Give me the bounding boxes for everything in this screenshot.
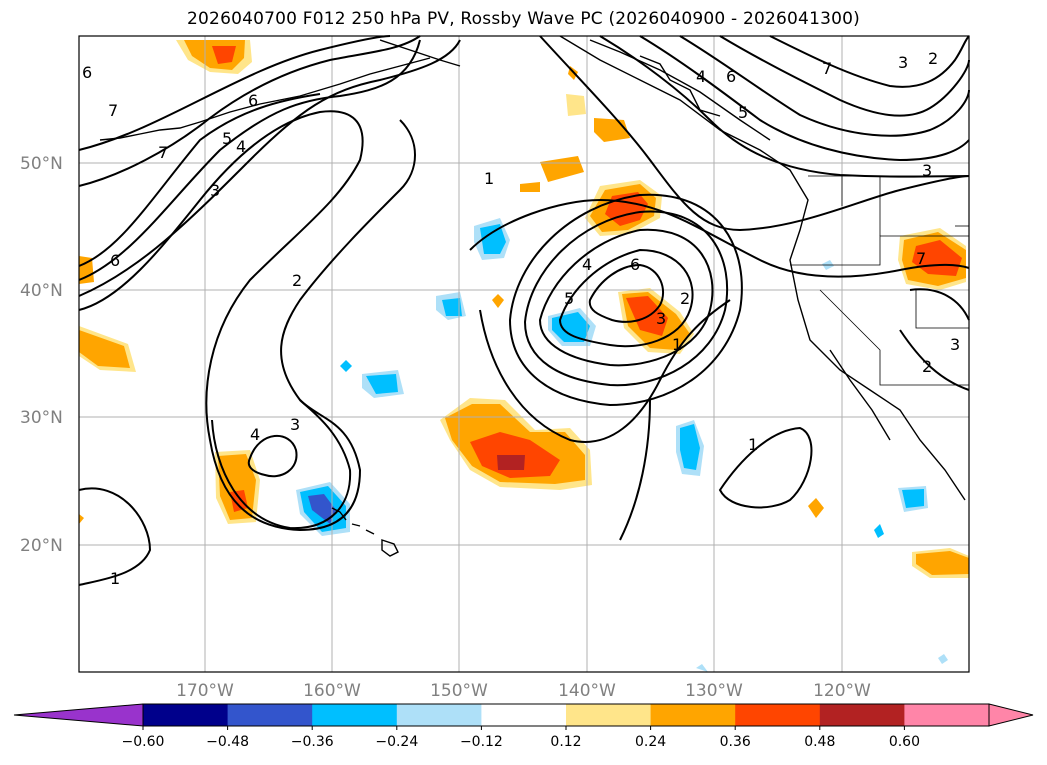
contour-labels: 1 1 1 1 2 2 2 3 3 3 3 3 4 4 4 5 5 5 6 6 … bbox=[82, 49, 960, 588]
contour-label-3-sw: 3 bbox=[290, 415, 300, 434]
lon-label-150w: 150°W bbox=[430, 681, 488, 701]
lat-label-30: 30°N bbox=[20, 408, 63, 428]
map-border bbox=[78, 35, 970, 673]
negative-anomaly-shading bbox=[296, 218, 948, 672]
lat-label-20: 20°N bbox=[20, 536, 63, 556]
colorbar-tick-label: −0.48 bbox=[206, 734, 249, 750]
colorbar-cell bbox=[396, 704, 482, 726]
colorbar-cell bbox=[143, 704, 229, 726]
colorbar-tick-label: 0.12 bbox=[550, 734, 581, 750]
colorbar-tick-label: 0.48 bbox=[804, 734, 835, 750]
lon-label-160w: 160°W bbox=[303, 681, 361, 701]
latitude-labels: 50°N 40°N 30°N 20°N bbox=[20, 154, 63, 556]
contour-label-6-corner: 6 bbox=[82, 63, 92, 82]
contour-label-4-sw: 4 bbox=[250, 425, 260, 444]
colorbar-tick-label: −0.24 bbox=[375, 734, 418, 750]
colorbar-cells bbox=[13, 703, 1034, 727]
map-panel: 1 1 1 1 2 2 2 3 3 3 3 3 4 4 4 5 5 5 6 6 … bbox=[78, 35, 970, 673]
contour-label-5-ne: 5 bbox=[738, 103, 748, 122]
contour-label-5-low: 5 bbox=[564, 289, 574, 308]
colorbar: −0.60 −0.48 −0.36 −0.24 −0.12 0.12 0.24 0.36 0.4… bbox=[13, 703, 1034, 750]
contour-label-3-coast: 3 bbox=[950, 335, 960, 354]
lon-label-170w: 170°W bbox=[176, 681, 234, 701]
contour-label-3-low: 3 bbox=[656, 309, 666, 328]
colorbar-tick-label: −0.12 bbox=[460, 734, 503, 750]
contour-label-1-se: 1 bbox=[748, 435, 758, 454]
pv-contours bbox=[78, 35, 970, 586]
colorbar-cell bbox=[227, 704, 313, 726]
graticule bbox=[79, 36, 969, 672]
colorbar-cell bbox=[312, 704, 398, 726]
contour-label-1-mid: 1 bbox=[672, 335, 682, 354]
contour-label-3-nw: 3 bbox=[210, 181, 220, 200]
contour-label-3-ne: 3 bbox=[922, 161, 932, 180]
contour-label-3-top: 3 bbox=[898, 53, 908, 72]
colorbar-cell bbox=[735, 704, 821, 726]
lat-label-50: 50°N bbox=[20, 154, 63, 174]
contour-label-2-east: 2 bbox=[680, 289, 690, 308]
contour-label-6-ne: 6 bbox=[726, 67, 736, 86]
contour-label-7-e: 7 bbox=[916, 249, 926, 268]
colorbar-tick-label: −0.36 bbox=[291, 734, 334, 750]
lon-label-130w: 130°W bbox=[685, 681, 743, 701]
longitude-labels: 170°W 160°W 150°W 140°W 130°W 120°W bbox=[176, 681, 871, 701]
colorbar-cell bbox=[904, 704, 990, 726]
pc-shading bbox=[79, 40, 969, 672]
contour-label-2-top: 2 bbox=[928, 49, 938, 68]
lon-label-120w: 120°W bbox=[813, 681, 871, 701]
contour-label-4-top: 4 bbox=[696, 67, 706, 86]
contour-label-6-w: 6 bbox=[110, 251, 120, 270]
colorbar-tick-label: 0.24 bbox=[635, 734, 666, 750]
colorbar-cell bbox=[566, 704, 652, 726]
contour-label-7-ne: 7 bbox=[822, 59, 832, 78]
contour-label-6-low: 6 bbox=[630, 255, 640, 274]
map-title: 2026040700 F012 250 hPa PV, Rossby Wave … bbox=[187, 9, 860, 29]
contour-label-6-nw: 6 bbox=[248, 91, 258, 110]
contour-label-4-low: 4 bbox=[582, 255, 592, 274]
contour-label-5-nw: 5 bbox=[222, 129, 232, 148]
colorbar-cell bbox=[481, 704, 567, 726]
colorbar-extend-max bbox=[988, 703, 1034, 727]
lon-label-140w: 140°W bbox=[558, 681, 616, 701]
colorbar-extend-min bbox=[13, 703, 144, 727]
contour-label-2-coast: 2 bbox=[922, 357, 932, 376]
colorbar-cell bbox=[819, 704, 905, 726]
contour-label-1-north: 1 bbox=[484, 169, 494, 188]
contour-label-2-west: 2 bbox=[292, 271, 302, 290]
colorbar-ticks: −0.60 −0.48 −0.36 −0.24 −0.12 0.12 0.24 0.36 0.4… bbox=[122, 726, 920, 750]
colorbar-tick-label: 0.36 bbox=[720, 734, 751, 750]
contour-label-4-nw: 4 bbox=[236, 137, 246, 156]
colorbar-tick-label: 0.60 bbox=[889, 734, 920, 750]
colorbar-cell bbox=[650, 704, 736, 726]
contour-label-1-sw: 1 bbox=[110, 569, 120, 588]
colorbar-tick-label: −0.60 bbox=[122, 734, 165, 750]
contour-label-7-nw: 7 bbox=[108, 101, 118, 120]
coastlines bbox=[99, 35, 966, 557]
contour-label-7-w: 7 bbox=[158, 143, 168, 162]
lat-label-40: 40°N bbox=[20, 281, 63, 301]
